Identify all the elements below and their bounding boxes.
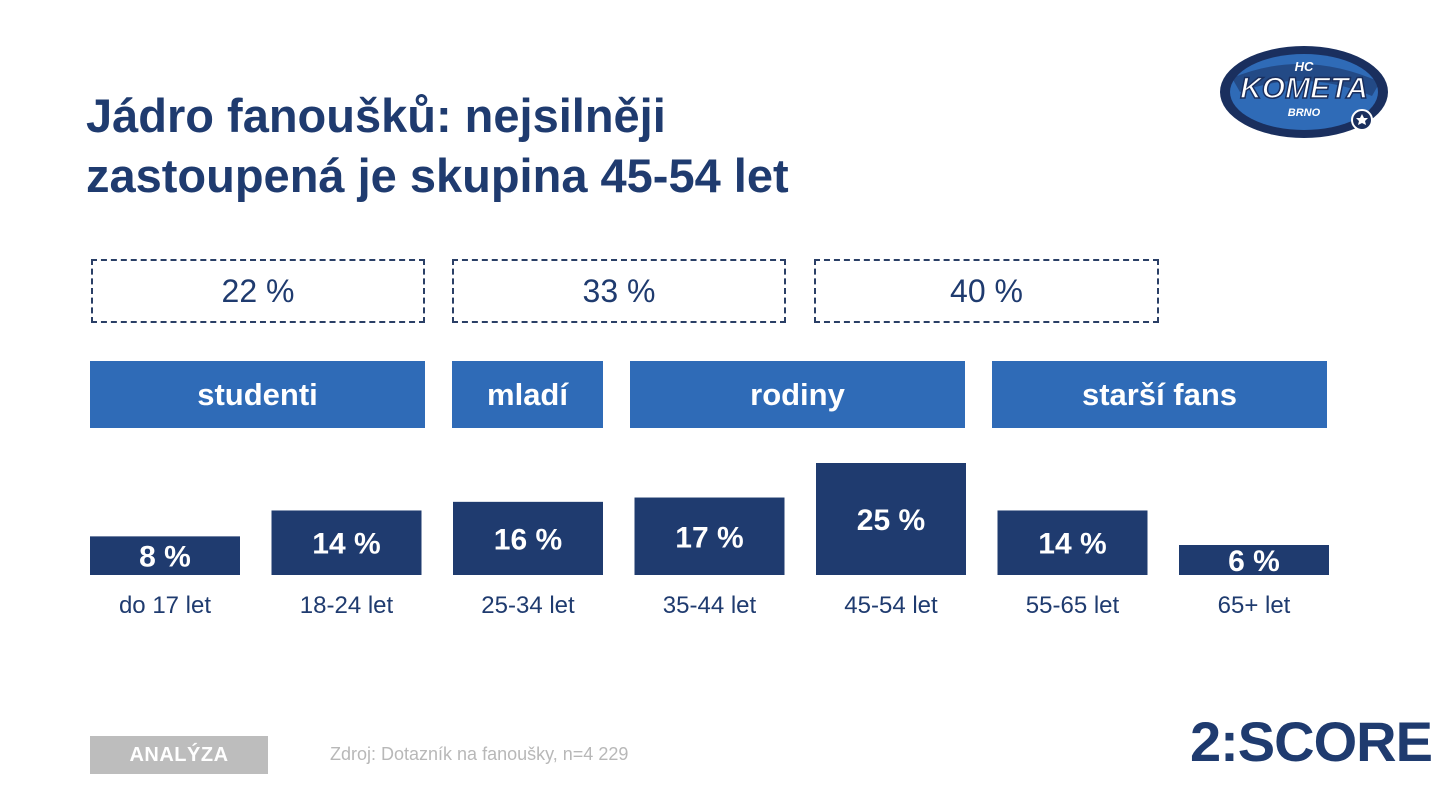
category-label: 55-65 let <box>1026 592 1120 619</box>
bar-value-label: 6 % <box>1228 545 1280 578</box>
bar-25-34-let <box>453 501 603 575</box>
bar-value-label: 8 % <box>139 541 191 574</box>
page-title-line-2: zastoupená je skupina 45-54 let <box>86 149 789 202</box>
bar-35-44-let <box>634 497 785 575</box>
bar-45-54-let <box>816 463 966 575</box>
summary-box-value: 22 % <box>221 272 295 309</box>
summary-box-value: 33 % <box>582 272 656 309</box>
logo-hc-text: HC <box>1295 59 1314 74</box>
group-label: studenti <box>197 376 318 412</box>
summary-box-value: 40 % <box>950 272 1023 309</box>
bar-do-17-let <box>90 536 240 575</box>
logo-brno-text: BRNO <box>1288 107 1321 119</box>
bar-value-label: 16 % <box>494 523 562 556</box>
page-title: Jádro fanoušků: nejsilněji zastoupená je… <box>86 86 1086 206</box>
bar-value-label: 25 % <box>857 504 925 537</box>
page-title-line-1: Jádro fanoušků: nejsilněji <box>86 89 666 142</box>
group-students: studenti <box>90 361 425 428</box>
source-note: Zdroj: Dotazník na fanoušky, n=4 229 <box>330 744 629 764</box>
group-label: starší fans <box>1081 376 1238 412</box>
logo-kometa-text: KOMETA <box>1240 72 1368 105</box>
analysis-tag: ANALÝZA <box>90 736 268 774</box>
bar-55-65-let <box>997 510 1148 575</box>
summary-box-students: 22 % <box>91 259 425 323</box>
category-label: 35-44 let <box>663 592 757 619</box>
category-label: do 17 let <box>119 592 211 619</box>
brand-logo: 2:SCORE <box>1190 710 1433 773</box>
group-young: mladí <box>452 361 603 428</box>
bar-value-label: 17 % <box>675 521 743 554</box>
bar-value-label: 14 % <box>1038 528 1106 561</box>
group-label: mladí <box>487 376 568 412</box>
group-label: rodiny <box>750 376 845 412</box>
category-label: 65+ let <box>1218 592 1291 619</box>
bar-18-24-let <box>271 510 422 575</box>
group-older-fans: starší fans <box>992 361 1327 428</box>
analysis-tag-label: ANALÝZA <box>129 743 229 766</box>
hc-kometa-logo-icon: HC KOMETA BRNO <box>1220 46 1388 138</box>
age-distribution-chart: 8 % do 17 let 14 % 18-24 let 16 % 25-34 let 17… <box>90 463 1329 619</box>
bar-65+-let <box>1179 545 1329 575</box>
bar-value-label: 14 % <box>312 528 380 561</box>
summary-box-young: 33 % <box>452 259 786 323</box>
category-label: 18-24 let <box>300 592 394 619</box>
category-label: 25-34 let <box>481 592 575 619</box>
group-families: rodiny <box>630 361 965 428</box>
summary-box-families: 40 % <box>814 259 1159 323</box>
category-label: 45-54 let <box>844 592 938 619</box>
